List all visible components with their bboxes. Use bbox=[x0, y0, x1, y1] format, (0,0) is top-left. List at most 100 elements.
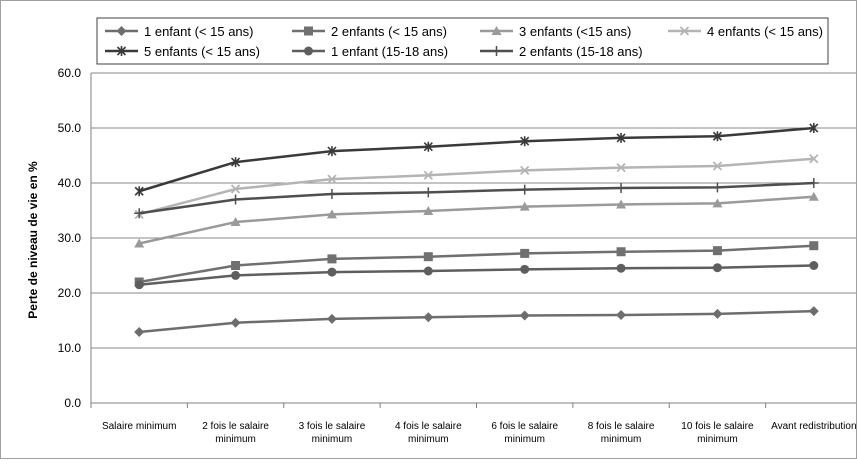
data-point bbox=[231, 270, 241, 280]
data-point bbox=[423, 266, 433, 276]
data-point bbox=[326, 313, 337, 324]
x-tick-label-line: minimum bbox=[312, 434, 353, 445]
data-point bbox=[134, 238, 145, 248]
x-tick-label: 2 fois le salaire minimum bbox=[202, 421, 269, 445]
data-point bbox=[616, 310, 627, 320]
data-point bbox=[327, 146, 337, 157]
legend-item: 3 enfants (<15 ans) bbox=[480, 24, 631, 39]
y-tick-label: 10.0 bbox=[58, 341, 82, 355]
legend-label: 1 enfant (15-18 ans) bbox=[331, 44, 448, 59]
data-point bbox=[423, 170, 433, 180]
data-point bbox=[712, 263, 722, 273]
x-tick-label-line: minimum bbox=[215, 434, 256, 445]
data-point bbox=[230, 157, 241, 168]
data-point bbox=[616, 182, 627, 193]
data-point bbox=[809, 123, 819, 133]
legend-label: 5 enfants (< 15 ans) bbox=[144, 44, 260, 59]
y-tick-label: 20.0 bbox=[58, 286, 82, 300]
x-tick-label-line: minimum bbox=[697, 434, 738, 445]
y-tick-label: 60.0 bbox=[58, 66, 82, 80]
data-point bbox=[712, 161, 723, 171]
data-point bbox=[808, 191, 819, 201]
series-5 bbox=[134, 123, 819, 197]
data-point bbox=[134, 280, 144, 290]
data-point bbox=[616, 247, 626, 257]
legend-label: 1 enfant (< 15 ans) bbox=[144, 24, 254, 39]
data-point bbox=[519, 310, 530, 321]
data-point bbox=[423, 252, 433, 262]
series-group bbox=[134, 123, 819, 338]
series-line bbox=[138, 244, 814, 284]
series-6 bbox=[134, 261, 819, 290]
data-point bbox=[231, 261, 241, 270]
data-point bbox=[423, 141, 433, 152]
data-point bbox=[712, 308, 723, 319]
data-point bbox=[520, 136, 530, 147]
x-tick-label-line: minimum bbox=[504, 434, 545, 445]
x-tick-label-line: Salaire minimum bbox=[102, 421, 176, 432]
series-line bbox=[138, 157, 814, 216]
x-tick-label-line: 6 fois le salaire bbox=[491, 421, 558, 432]
x-tick-label: 6 fois le salaire minimum bbox=[491, 421, 558, 445]
legend-label: 3 enfants (<15 ans) bbox=[519, 24, 631, 39]
legend-marker bbox=[116, 26, 127, 36]
legend-item: 2 enfants (< 15 ans) bbox=[292, 24, 447, 39]
data-point bbox=[423, 312, 434, 323]
data-point bbox=[134, 327, 145, 338]
x-tick-label-line: 2 fois le salaire bbox=[202, 421, 269, 432]
series-line bbox=[139, 181, 814, 215]
series-3 bbox=[134, 191, 819, 248]
x-tick-label: Salaire minimum bbox=[102, 421, 176, 432]
data-point bbox=[809, 154, 819, 164]
x-tick-label: 10 fois le salaire minimum bbox=[681, 421, 754, 445]
x-tick-label: 3 fois le salaire minimum bbox=[299, 421, 366, 445]
legend-marker bbox=[491, 26, 502, 35]
x-tick-label-line: 8 fois le salaire bbox=[588, 421, 655, 432]
data-point bbox=[616, 263, 626, 273]
data-point bbox=[616, 132, 626, 143]
legend-item: 1 enfant (15-18 ans) bbox=[292, 44, 448, 59]
data-point bbox=[808, 178, 819, 188]
x-tick-label-line: 3 fois le salaire bbox=[299, 421, 366, 432]
x-tick-label-line: Avant redistribution bbox=[771, 421, 856, 432]
data-point bbox=[712, 198, 723, 208]
series-line bbox=[139, 264, 814, 286]
series-4 bbox=[134, 154, 819, 219]
y-tick-label: 30.0 bbox=[58, 231, 82, 245]
legend-marker bbox=[304, 46, 313, 56]
data-point bbox=[134, 208, 145, 219]
y-tick-label: 50.0 bbox=[58, 121, 82, 135]
y-tick-label: 40.0 bbox=[58, 176, 82, 190]
y-axis-label: Perte de niveau de vie en % bbox=[26, 161, 40, 319]
x-tick-label: 4 fois le salaire minimum bbox=[395, 421, 462, 445]
series-line bbox=[138, 195, 814, 245]
data-point bbox=[809, 261, 819, 270]
data-point bbox=[712, 182, 723, 193]
x-tick-label: 8 fois le salaire minimum bbox=[588, 421, 655, 445]
x-tick-label-line: minimum bbox=[601, 434, 642, 445]
legend-item: 4 enfants (< 15 ans) bbox=[668, 24, 823, 39]
data-point bbox=[230, 184, 241, 194]
y-tick-label: 0.0 bbox=[64, 396, 81, 410]
axes: 0.0 10.0 20.0 30.0 40.0 50.0 60.0 Salaire minim… bbox=[58, 66, 857, 445]
series-7 bbox=[134, 178, 819, 219]
legend-label: 2 enfants (15-18 ans) bbox=[519, 44, 643, 59]
legend-label: 4 enfants (< 15 ans) bbox=[707, 24, 823, 39]
data-point bbox=[519, 201, 530, 211]
data-point bbox=[712, 131, 723, 142]
legend-item: 1 enfant (< 15 ans) bbox=[105, 24, 254, 39]
data-point bbox=[520, 248, 530, 258]
series-line bbox=[138, 126, 814, 193]
data-point bbox=[616, 199, 627, 209]
data-point bbox=[230, 194, 241, 205]
legend-box bbox=[96, 17, 829, 65]
data-point bbox=[326, 189, 337, 199]
data-point bbox=[809, 241, 819, 251]
series-1 bbox=[134, 306, 819, 338]
data-point bbox=[327, 254, 337, 264]
data-point bbox=[134, 186, 144, 197]
data-point bbox=[423, 206, 434, 216]
